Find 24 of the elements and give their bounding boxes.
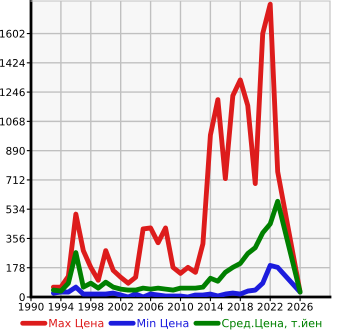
x-tick-label: 2002 [108, 302, 133, 311]
y-tick-label: 0 [20, 293, 25, 302]
y-tick-label: 1602 [0, 30, 24, 38]
x-tick-label: 1998 [78, 302, 104, 311]
x-tick-label: 1994 [48, 302, 74, 311]
x-tick-label: 2010 [168, 302, 194, 311]
x-tick-label: 2022 [258, 302, 282, 311]
line-series [50, 198, 303, 294]
y-tick-label: 1424 [0, 59, 25, 67]
y-tick-label: 890 [6, 146, 25, 155]
y-tick-label: 178 [6, 264, 25, 272]
x-tick-label: 1990 [18, 302, 44, 311]
x-tick-label: 2018 [228, 302, 253, 311]
y-tick-label: 356 [6, 234, 25, 243]
x-tick-label: 2026 [288, 302, 313, 311]
x-tick-label: 2006 [138, 302, 164, 311]
legend-label: Сред.Цена, т.йен [222, 318, 322, 330]
y-tick-label: 1068 [0, 118, 25, 126]
legend-label: Min Цена [138, 318, 188, 329]
legend-label: Max Цена [49, 319, 104, 329]
y-tick-label: 1246 [0, 88, 25, 96]
y-tick-label: 534 [6, 205, 25, 214]
x-tick-label: 2014 [198, 302, 224, 311]
y-tick-label: 712 [6, 176, 24, 184]
